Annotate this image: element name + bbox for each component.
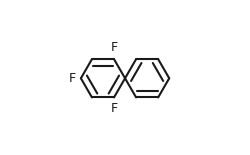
Text: F: F bbox=[110, 102, 117, 115]
Text: F: F bbox=[69, 72, 76, 85]
Text: F: F bbox=[110, 41, 117, 54]
